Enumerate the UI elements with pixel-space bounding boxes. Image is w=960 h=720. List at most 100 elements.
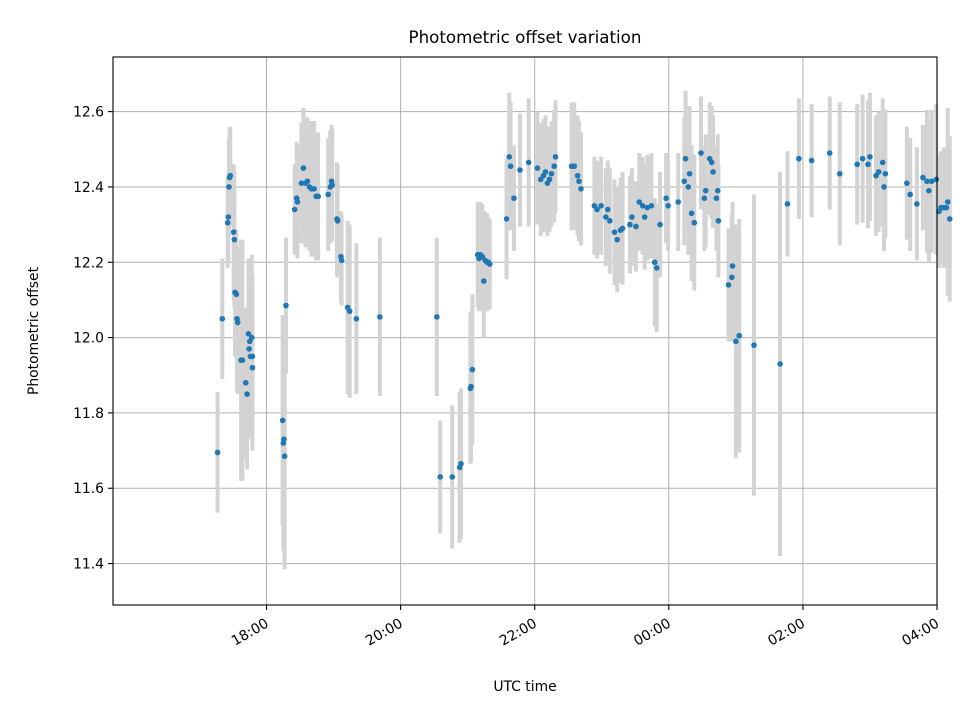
data-point xyxy=(928,178,935,185)
data-point xyxy=(551,163,557,170)
data-point xyxy=(627,221,633,228)
data-point xyxy=(715,218,722,224)
data-point xyxy=(226,184,232,190)
data-point xyxy=(546,176,553,183)
data-point xyxy=(219,315,226,322)
data-point xyxy=(346,308,353,315)
data-point xyxy=(924,178,930,185)
data-point xyxy=(629,214,635,220)
data-point xyxy=(784,201,791,207)
data-point xyxy=(574,172,581,179)
data-point xyxy=(653,265,660,271)
data-point xyxy=(598,202,604,209)
data-point xyxy=(506,154,513,160)
data-point xyxy=(576,178,582,185)
data-point xyxy=(249,364,256,371)
data-point xyxy=(854,161,861,168)
data-point xyxy=(233,291,240,298)
data-point xyxy=(480,278,487,284)
data-point xyxy=(338,257,345,264)
data-point xyxy=(281,453,288,460)
data-point xyxy=(294,199,301,205)
data-point xyxy=(867,154,873,160)
data-point xyxy=(248,334,255,341)
data-point xyxy=(665,202,671,209)
data-point xyxy=(548,170,555,177)
data-point xyxy=(736,332,743,339)
data-point xyxy=(377,314,383,320)
data-point xyxy=(708,159,715,166)
data-point xyxy=(943,204,950,211)
data-point xyxy=(245,331,252,337)
data-point xyxy=(334,218,341,224)
data-point xyxy=(315,193,321,200)
data-point xyxy=(602,214,609,220)
data-point xyxy=(933,176,940,183)
data-point xyxy=(657,221,663,228)
data-point xyxy=(325,191,332,198)
data-point xyxy=(283,302,289,309)
plot-frame xyxy=(112,56,938,606)
data-point xyxy=(920,174,926,181)
data-point xyxy=(458,460,464,467)
data-point xyxy=(434,314,440,320)
data-point xyxy=(619,225,626,232)
data-point xyxy=(944,199,951,205)
y-tick-label: 12.6 xyxy=(73,105,104,121)
y-tick-label: 11.4 xyxy=(73,557,104,573)
data-point xyxy=(651,259,658,266)
data-point xyxy=(329,182,336,188)
data-point xyxy=(875,169,882,175)
data-point xyxy=(865,161,871,168)
data-point xyxy=(686,170,693,177)
data-point xyxy=(571,163,578,170)
data-point xyxy=(246,346,252,352)
data-point xyxy=(230,229,237,235)
data-point xyxy=(224,219,231,226)
data-point xyxy=(633,223,639,230)
data-point xyxy=(826,150,833,156)
data-points xyxy=(214,150,953,480)
data-point xyxy=(225,214,232,220)
data-point xyxy=(796,155,802,162)
data-point xyxy=(725,282,732,288)
data-point xyxy=(552,154,559,160)
data-point xyxy=(525,159,532,166)
data-point xyxy=(291,206,298,213)
data-point xyxy=(663,195,669,202)
data-point xyxy=(578,186,584,192)
data-point xyxy=(751,342,757,348)
data-point xyxy=(713,195,720,202)
data-point xyxy=(594,206,600,213)
data-point xyxy=(239,357,246,363)
data-point xyxy=(449,474,456,480)
data-point xyxy=(729,274,735,281)
data-point xyxy=(682,155,689,162)
data-point xyxy=(244,391,250,397)
y-tick-label: 11.8 xyxy=(73,406,104,422)
data-point xyxy=(946,216,953,222)
data-point xyxy=(507,163,514,170)
data-point xyxy=(534,165,541,171)
data-point xyxy=(605,206,611,213)
chart-title: Photometric offset variation xyxy=(409,27,642,47)
data-point xyxy=(882,170,889,177)
data-point xyxy=(279,417,286,424)
y-tick-label: 12.2 xyxy=(73,255,104,271)
data-point xyxy=(926,187,932,194)
data-point xyxy=(231,236,238,243)
y-tick-label: 12.4 xyxy=(73,180,104,196)
data-point xyxy=(607,218,613,224)
data-point xyxy=(227,172,234,179)
data-point xyxy=(641,214,648,220)
data-point xyxy=(468,383,474,390)
data-point xyxy=(879,159,886,166)
data-point xyxy=(729,263,736,269)
y-axis-label: Photometric offset xyxy=(26,266,42,395)
data-point xyxy=(611,229,618,235)
data-point xyxy=(685,184,692,190)
x-axis-label: UTC time xyxy=(493,679,556,695)
y-tick-label: 12.0 xyxy=(73,331,104,347)
data-point xyxy=(808,157,815,164)
